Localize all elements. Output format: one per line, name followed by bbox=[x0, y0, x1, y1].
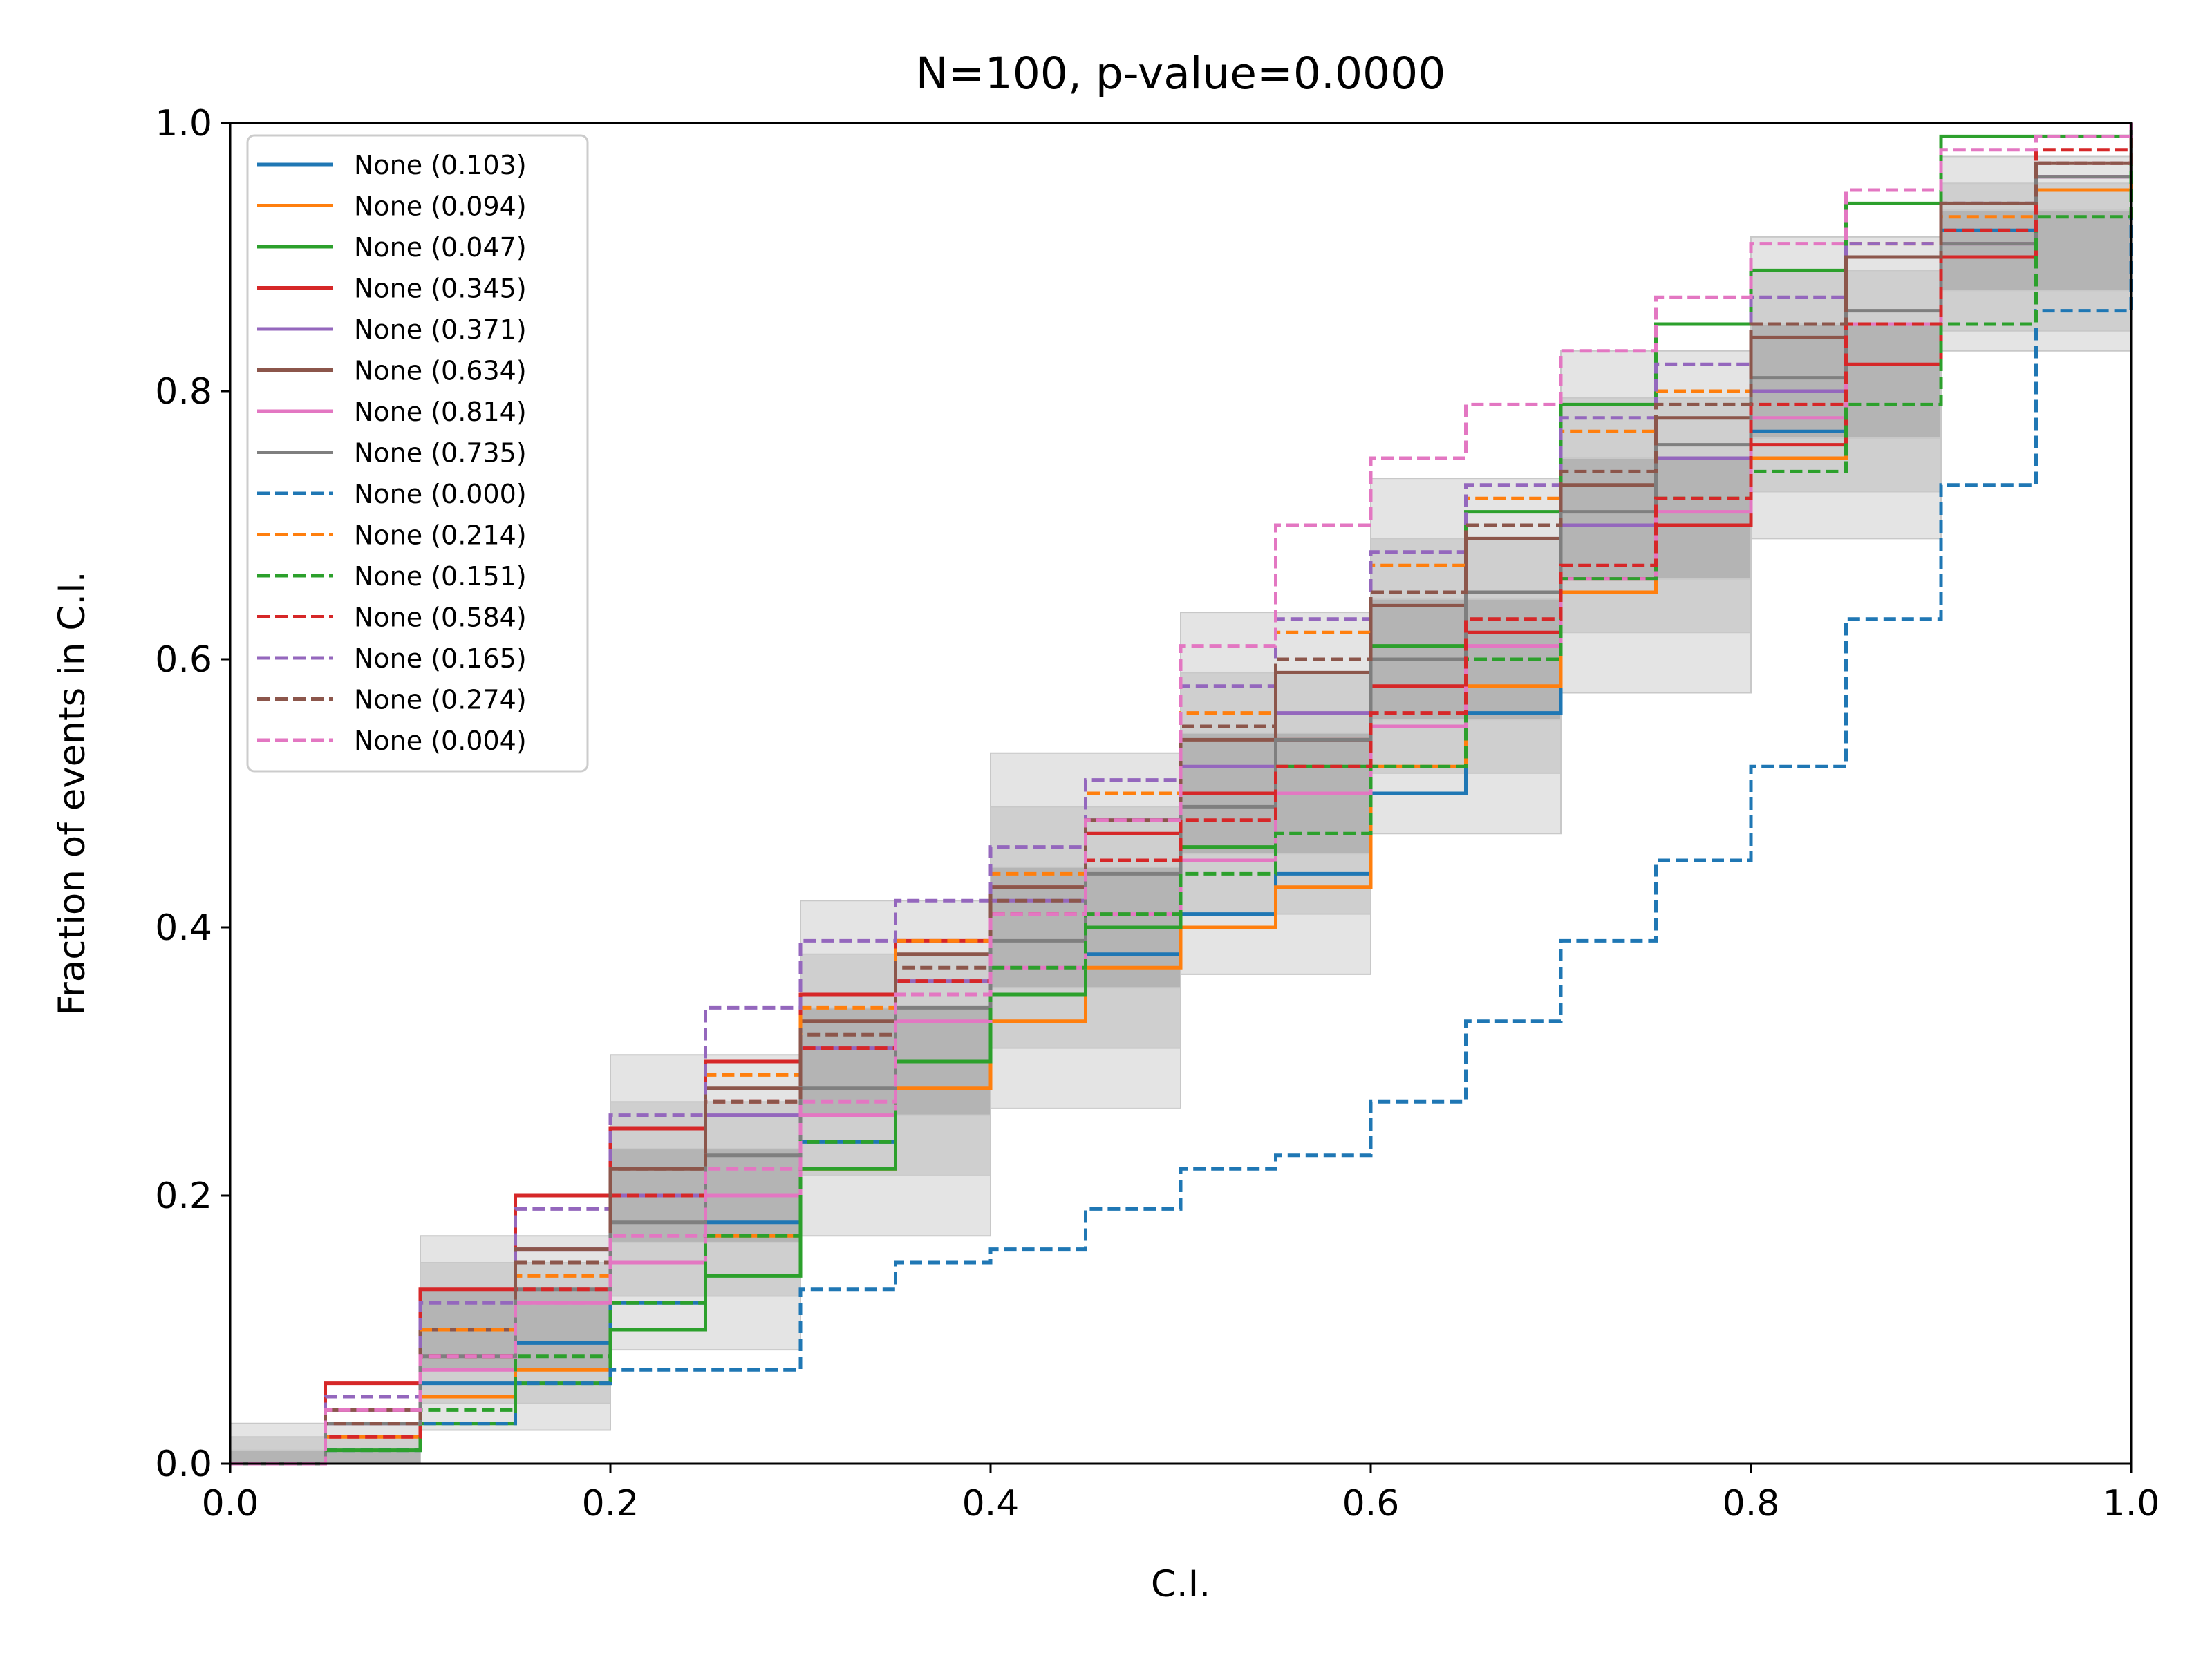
axes-frame bbox=[229, 122, 2133, 1465]
legend-label: None (0.165) bbox=[354, 643, 527, 674]
legend-label: None (0.634) bbox=[354, 356, 527, 386]
y-tick-label: 0.4 bbox=[155, 907, 212, 949]
x-tick-label: 1.0 bbox=[2103, 1483, 2160, 1524]
legend-label: None (0.584) bbox=[354, 603, 527, 633]
legend-label: None (0.814) bbox=[354, 397, 527, 427]
legend-label: None (0.274) bbox=[354, 685, 527, 715]
legend-label: None (0.000) bbox=[354, 479, 527, 509]
x-tick-label: 0.0 bbox=[202, 1483, 259, 1524]
legend-box bbox=[246, 134, 589, 773]
legend-label: None (0.371) bbox=[354, 314, 527, 345]
x-tick-label: 0.8 bbox=[1723, 1483, 1780, 1524]
legend: None (0.103) None (0.094) None (0.047) None… bbox=[246, 134, 589, 773]
legend-label: None (0.103) bbox=[354, 150, 527, 180]
series-line-12 bbox=[230, 123, 2133, 1466]
y-tick-label: 1.0 bbox=[155, 103, 212, 144]
x-tick-label: 0.4 bbox=[962, 1483, 1020, 1524]
x-axis-ticks: 0.0 0.2 0.4 0.6 0.8 1.0 bbox=[202, 1464, 2160, 1524]
series-line-14 bbox=[230, 123, 2133, 1466]
legend-label: None (0.151) bbox=[354, 561, 527, 592]
legend-label: None (0.735) bbox=[354, 438, 527, 469]
legend-label: None (0.004) bbox=[354, 726, 527, 756]
y-tick-label: 0.0 bbox=[155, 1444, 212, 1485]
y-tick-label: 0.8 bbox=[155, 371, 212, 413]
x-tick-label: 0.6 bbox=[1342, 1483, 1400, 1524]
chart-title: N=100, p-value=0.0000 bbox=[916, 48, 1446, 99]
series-line-11 bbox=[230, 123, 2133, 1466]
legend-label: None (0.345) bbox=[354, 274, 527, 304]
x-tick-label: 0.2 bbox=[582, 1483, 639, 1524]
y-tick-label: 0.2 bbox=[155, 1175, 212, 1217]
y-axis-ticks: 0.0 0.2 0.4 0.6 0.8 1.0 bbox=[155, 103, 230, 1485]
y-tick-label: 0.6 bbox=[155, 639, 212, 681]
legend-label: None (0.214) bbox=[354, 520, 527, 551]
y-axis-label: Fraction of events in C.I. bbox=[51, 571, 93, 1015]
x-axis-label: C.I. bbox=[1151, 1563, 1210, 1605]
legend-label: None (0.047) bbox=[354, 232, 527, 263]
series-line-15 bbox=[230, 123, 2133, 1466]
series-lines bbox=[230, 123, 2133, 1466]
legend-label: None (0.094) bbox=[354, 191, 527, 222]
